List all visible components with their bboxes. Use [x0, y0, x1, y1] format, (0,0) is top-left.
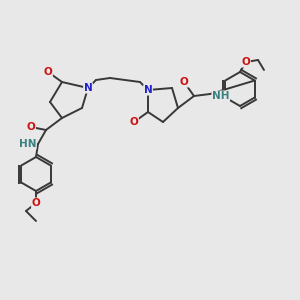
- Text: N: N: [84, 83, 92, 93]
- Text: O: O: [44, 67, 52, 77]
- Text: O: O: [130, 117, 138, 127]
- Text: N: N: [144, 85, 152, 95]
- Text: O: O: [32, 198, 40, 208]
- Text: O: O: [27, 122, 35, 132]
- Text: O: O: [180, 77, 188, 87]
- Text: HN: HN: [19, 139, 36, 149]
- Text: NH: NH: [212, 91, 230, 101]
- Text: O: O: [242, 57, 250, 67]
